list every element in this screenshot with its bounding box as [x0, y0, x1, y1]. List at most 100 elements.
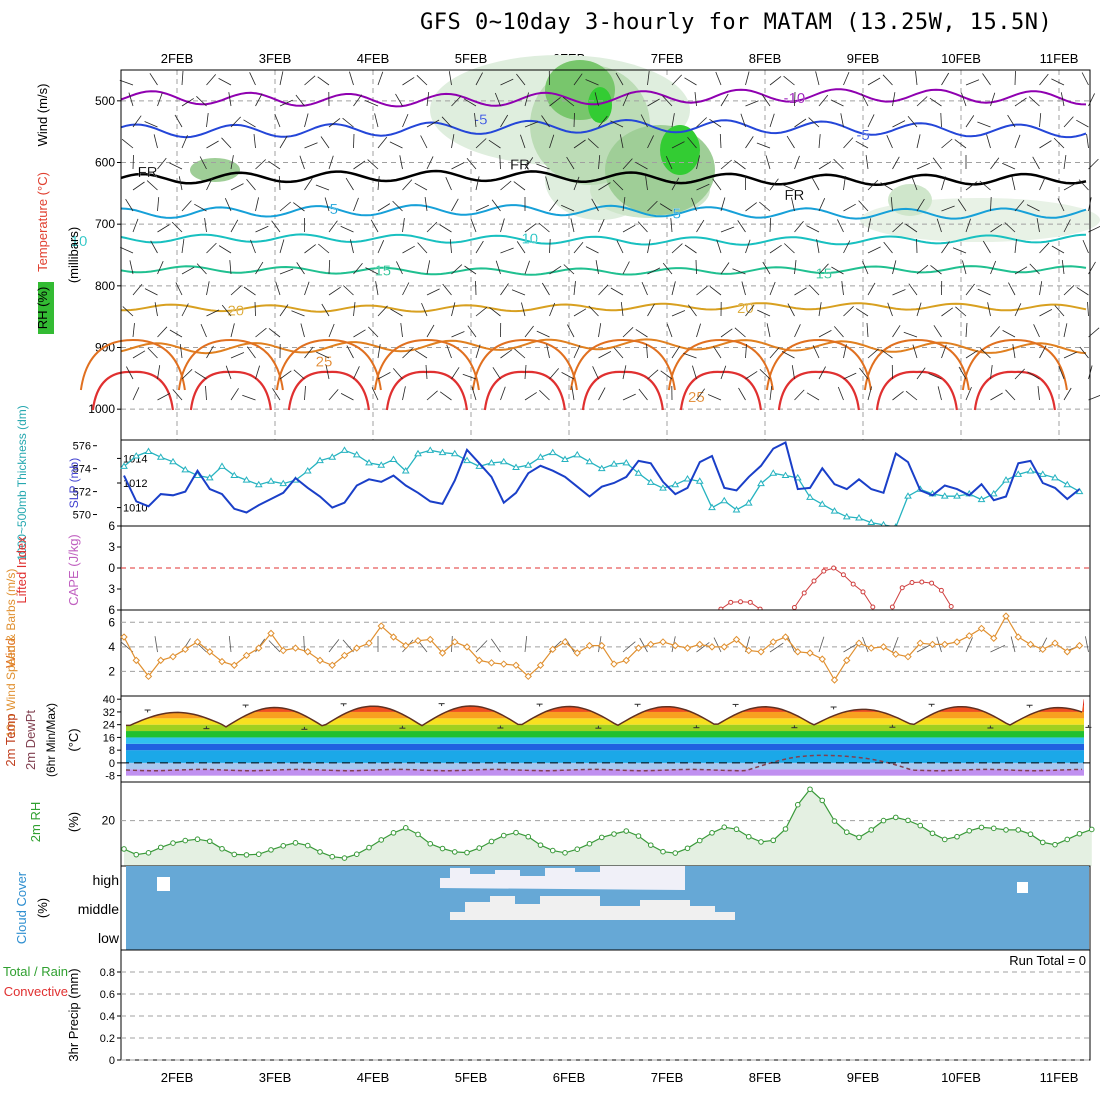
date-label-top: 8FEB: [749, 51, 782, 66]
lifted-index-marker: [889, 604, 895, 610]
wind-barb: [157, 326, 168, 338]
wind-barb: [1037, 386, 1040, 401]
rh-marker: [537, 842, 544, 848]
wind-barb: [179, 344, 183, 359]
wind-barb: [402, 282, 410, 296]
isotherm-label: 10: [71, 233, 88, 250]
wind-barb: [489, 307, 501, 317]
wind-barb: [299, 155, 305, 170]
wind-barb: [451, 331, 465, 338]
lifted-index-tick-label: 6: [108, 519, 115, 533]
isotherm-label: 15: [815, 266, 832, 283]
wind-barb: [1063, 387, 1072, 401]
wind-barb: [734, 327, 746, 338]
isotherm-line: [120, 338, 1087, 355]
wind-barb: [886, 135, 893, 149]
surface-wind-barb: [862, 636, 869, 653]
rh-marker: [770, 837, 777, 844]
wind-barb: [1081, 72, 1089, 86]
rh-marker: [525, 833, 532, 840]
wind-tick-label: 6: [108, 615, 115, 629]
rh-marker: [366, 844, 372, 851]
surface-wind-barb: [475, 640, 488, 653]
wind-speed-marker: [928, 640, 937, 649]
wind-barb: [196, 263, 207, 275]
wind-barb: [1079, 346, 1089, 359]
wind-barb: [887, 302, 893, 317]
wind-barb: [719, 133, 722, 149]
thickness-marker: [867, 518, 876, 526]
rh-marker: [402, 825, 409, 831]
isotherm-label: 5: [673, 206, 681, 223]
warm-loop-outer: [667, 338, 774, 391]
rh-marker: [451, 849, 458, 855]
temp-axis-label-part3: (6hr Min/Max): [44, 703, 58, 777]
wind-barb: [181, 239, 185, 254]
wind-barb: [255, 261, 264, 275]
wind-speed-marker: [806, 649, 814, 657]
wind-barb: [990, 196, 992, 212]
wind-barb: [549, 265, 562, 275]
wind-barb: [499, 154, 501, 170]
wind-speed-marker: [132, 656, 140, 665]
wind-barb: [766, 323, 771, 338]
wind-barb: [328, 118, 341, 128]
wind-barb: [662, 262, 673, 275]
wind-barb: [513, 181, 526, 191]
wind-barb: [149, 73, 158, 86]
wind-barb: [882, 74, 893, 86]
surface-wind-barb: [696, 642, 710, 653]
wind-barb: [745, 239, 751, 254]
wind-barb: [426, 119, 440, 128]
wind-barb: [892, 120, 906, 128]
wind-barb: [500, 283, 509, 296]
isotherm-label: 15: [374, 262, 391, 279]
wind-barb: [1029, 263, 1040, 275]
thickness-marker: [279, 479, 288, 487]
thickness-marker: [230, 471, 239, 479]
wind-barb: [1060, 92, 1065, 107]
high-cloud-fill: [440, 866, 685, 890]
thickness-marker: [536, 453, 545, 460]
wind-barb: [1014, 266, 1028, 275]
wind-barb: [345, 177, 354, 191]
wind-barb: [279, 201, 291, 212]
wind-barb: [622, 365, 627, 380]
rh-marker: [611, 831, 617, 837]
thickness-marker: [340, 446, 349, 453]
wind-barb: [181, 98, 194, 107]
lifted-index-tick-label: 6: [108, 603, 115, 617]
thickness-marker: [708, 503, 716, 511]
wind-barb: [178, 176, 183, 191]
chart-title: GFS 0~10day 3-hourly for MATAM (13.25W, …: [420, 10, 1053, 35]
wind-barb: [500, 218, 505, 233]
wind-barb: [867, 246, 881, 254]
wind-barb: [441, 116, 452, 128]
wind-speed-marker: [206, 648, 214, 656]
isotherm-line: [120, 233, 1087, 246]
wind-barb: [449, 239, 452, 254]
isotherm-label: 5: [330, 201, 338, 218]
wind-speed-marker: [990, 634, 998, 642]
wind-barb: [132, 154, 134, 170]
wind-barb: [157, 393, 171, 401]
lifted-index-marker: [938, 587, 944, 593]
wind-barb: [598, 284, 609, 296]
wind-barb: [759, 369, 771, 380]
warm-loop-outer: [373, 338, 480, 391]
rh-marker: [1064, 836, 1071, 843]
temp-tick-label: 40: [103, 694, 115, 706]
wind-barb: [687, 304, 697, 317]
rh-marker: [243, 852, 250, 858]
wind-barb: [471, 386, 477, 401]
wind-barb: [206, 113, 209, 128]
wind-speed-marker: [867, 644, 875, 652]
wind-barb: [451, 134, 455, 149]
wind-barb: [392, 200, 403, 212]
wind-barb: [268, 160, 281, 170]
warm-loop-outer: [177, 338, 284, 391]
wind-barb: [892, 260, 897, 275]
wind-barb: [426, 221, 438, 233]
wind-speed-marker: [1014, 633, 1022, 641]
wind-barb: [941, 241, 950, 254]
